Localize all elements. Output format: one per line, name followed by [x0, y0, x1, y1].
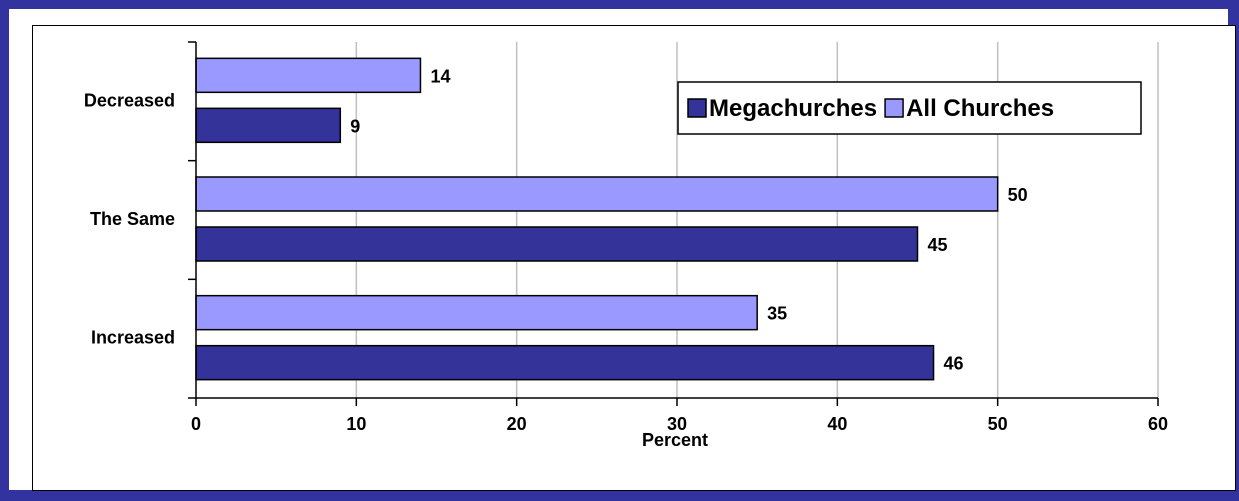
legend-swatch-megachurches	[687, 98, 707, 118]
x-axis-title: Percent	[642, 430, 708, 450]
x-tick-label: 40	[827, 414, 847, 434]
legend-label-all-churches: All Churches	[906, 95, 1054, 122]
category-label: The Same	[90, 209, 175, 229]
legend: Megachurches All Churches	[677, 81, 1142, 135]
bar-the-same-megachurches	[195, 226, 919, 262]
data-label: 50	[1008, 185, 1028, 205]
legend-box	[677, 81, 1142, 135]
bars	[195, 57, 999, 381]
bar-increased-megachurches	[195, 344, 935, 381]
bar-decreased-all-churches	[195, 57, 422, 94]
x-tick-label: 20	[507, 414, 527, 434]
legend-label-megachurches: Megachurches	[709, 95, 877, 122]
data-label: 14	[430, 66, 450, 86]
gridlines	[355, 42, 1159, 398]
x-tick-label: 30	[667, 414, 687, 434]
data-label: 45	[928, 235, 948, 255]
x-tick-label: 50	[988, 414, 1008, 434]
bar-increased-all-churches	[195, 294, 758, 331]
category-label: Increased	[91, 328, 175, 348]
category-label: Decreased	[84, 90, 175, 110]
x-tick-label: 10	[346, 414, 366, 434]
data-label: 46	[944, 354, 964, 374]
x-tick-label: 60	[1148, 414, 1168, 434]
data-label: 9	[350, 116, 360, 136]
legend-swatch-all-churches	[884, 98, 904, 118]
bar-decreased-megachurches	[195, 107, 342, 144]
labels: 14 9 Decreased 50 45 The Same 35 46 Increased 0 10…	[84, 66, 1168, 450]
data-label: 35	[767, 304, 787, 324]
axes	[188, 41, 1159, 406]
x-tick-label: 0	[191, 414, 201, 434]
bar-the-same-all-churches	[195, 176, 999, 212]
